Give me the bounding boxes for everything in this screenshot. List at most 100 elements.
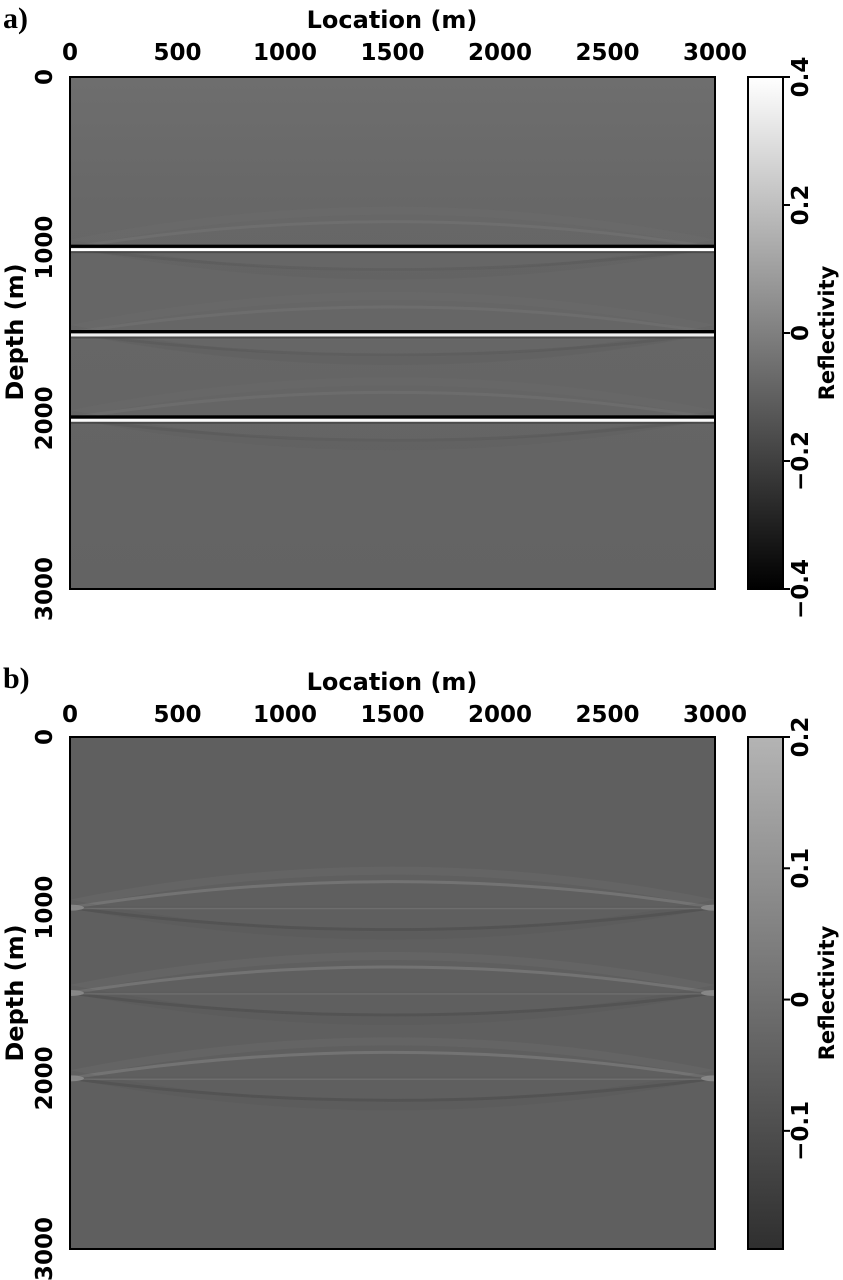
colorbar-tick-label: 0 [788, 325, 814, 341]
x-tick-label: 1500 [360, 40, 424, 66]
panel-b-reflectors [70, 904, 715, 1082]
x-tick-label: 500 [153, 702, 201, 728]
y-tick-label: 3000 [32, 557, 58, 621]
panel-a-label: a) [3, 2, 28, 35]
panel-a-x-ticks: 0 500 1000 1500 2000 2500 3000 [62, 40, 747, 66]
migration-arc [70, 220, 715, 250]
reflector-peak [70, 248, 715, 252]
panel-b-x-axis-title: Location (m) [307, 668, 478, 696]
reflector-edge-highlight [70, 1075, 84, 1082]
x-tick-label: 0 [62, 702, 78, 728]
migration-arc-broad [70, 952, 715, 993]
migration-arc-broad [70, 325, 715, 365]
colorbar-tick-label: 0.2 [788, 717, 814, 758]
migration-arc-broad [70, 985, 715, 1025]
reflector-trough [70, 415, 715, 419]
panel-a-colorbar-ticks: 0.4 0.2 0 −0.2 −0.4 [783, 57, 814, 619]
migration-arc-broad [70, 292, 715, 333]
colorbar-tick-label: −0.4 [788, 559, 814, 619]
migration-arc [70, 416, 715, 442]
migration-arc [70, 390, 715, 420]
migration-arc-broad [70, 377, 715, 419]
migration-arc [70, 991, 715, 1017]
panel-a: a) Location (m) 0 500 1000 1500 2000 2500 3000… [1, 2, 839, 621]
reflector-peak [70, 1078, 715, 1080]
panel-b-plot-frame [69, 736, 716, 1250]
panel-a-reflectors [70, 244, 715, 424]
reflector-edge-highlight [701, 990, 715, 996]
y-tick-label: 3000 [32, 1217, 58, 1280]
x-tick-label: 3000 [683, 702, 747, 728]
migration-arc-broad [70, 1070, 715, 1111]
panel-b-x-ticks: 0 500 1000 1500 2000 2500 3000 [62, 702, 747, 728]
migration-arc [70, 880, 715, 910]
migration-arc [70, 305, 715, 335]
x-tick-label: 2000 [468, 40, 532, 66]
x-tick-label: 1500 [360, 702, 424, 728]
panel-a-y-axis-title: Depth (m) [1, 263, 29, 400]
reflector-trough [70, 991, 715, 994]
panel-b-colorbar [747, 736, 784, 1250]
colorbar-tick-label: −0.1 [788, 1101, 814, 1161]
migration-arc-broad [70, 899, 715, 940]
panel-a-colorbar [747, 76, 784, 590]
migration-arc-broad [70, 1037, 715, 1079]
panel-a-x-axis-title: Location (m) [307, 6, 478, 34]
y-tick-label: 1000 [32, 216, 58, 280]
x-tick-label: 1000 [253, 702, 317, 728]
colorbar-tick-label: 0 [788, 992, 814, 1008]
reflector-peak [70, 993, 715, 995]
panel-b-migration-arcs [70, 866, 715, 1111]
reflector-trough [70, 244, 715, 248]
reflector-edge-highlight [70, 990, 84, 996]
panel-a-migration-arcs [70, 206, 715, 451]
reflector-edge-highlight [701, 904, 715, 911]
x-tick-label: 3000 [683, 40, 747, 66]
migration-arc [70, 246, 715, 272]
migration-arc [70, 1076, 715, 1102]
panel-a-colorbar-label: Reflectivity [815, 265, 839, 400]
reflector-trough [70, 1076, 715, 1079]
panel-a-y-ticks: 0 1000 2000 3000 [32, 69, 58, 621]
migration-arc-broad [70, 206, 715, 248]
migration-arc [70, 965, 715, 995]
panel-b-y-axis-title: Depth (m) [1, 924, 29, 1061]
reflector-sidelobe [70, 421, 715, 424]
x-tick-label: 2000 [468, 702, 532, 728]
reflector-trough [70, 906, 715, 908]
panel-b-colorbar-label: Reflectivity [815, 925, 839, 1060]
x-tick-label: 1000 [253, 40, 317, 66]
x-tick-label: 2500 [575, 40, 639, 66]
x-tick-label: 500 [153, 40, 201, 66]
colorbar-tick-label: 0.2 [788, 185, 814, 226]
reflector-peak [70, 907, 715, 910]
panel-b-label: b) [3, 662, 30, 695]
colorbar-tick-label: −0.2 [788, 431, 814, 491]
reflector-edge-highlight [70, 904, 84, 911]
panel-a-plot-frame [69, 76, 716, 590]
reflector-peak [70, 418, 715, 422]
reflector-trough [70, 330, 715, 334]
y-tick-label: 0 [32, 69, 58, 85]
reflector-sidelobe [70, 336, 715, 339]
migration-arc-broad [70, 239, 715, 280]
reflector-sidelobe [70, 251, 715, 254]
y-tick-label: 0 [32, 729, 58, 745]
x-tick-label: 2500 [575, 702, 639, 728]
migration-arc [70, 1050, 715, 1080]
reflector-peak [70, 333, 715, 337]
colorbar-tick-label: 0.4 [788, 57, 814, 98]
x-tick-label: 0 [62, 40, 78, 66]
migration-arc [70, 906, 715, 932]
y-tick-label: 1000 [32, 876, 58, 940]
migration-arc-broad [70, 410, 715, 451]
migration-arc [70, 331, 715, 357]
migration-arc-broad [70, 866, 715, 908]
y-tick-label: 2000 [32, 1046, 58, 1110]
y-tick-label: 2000 [32, 386, 58, 450]
reflector-edge-highlight [701, 1075, 715, 1082]
panel-b-y-ticks: 0 1000 2000 3000 [32, 729, 58, 1280]
panel-b: b) Location (m) 0 500 1000 1500 2000 2500 3000… [1, 662, 839, 1280]
panel-b-colorbar-ticks: 0.2 0.1 0 −0.1 [783, 717, 814, 1161]
